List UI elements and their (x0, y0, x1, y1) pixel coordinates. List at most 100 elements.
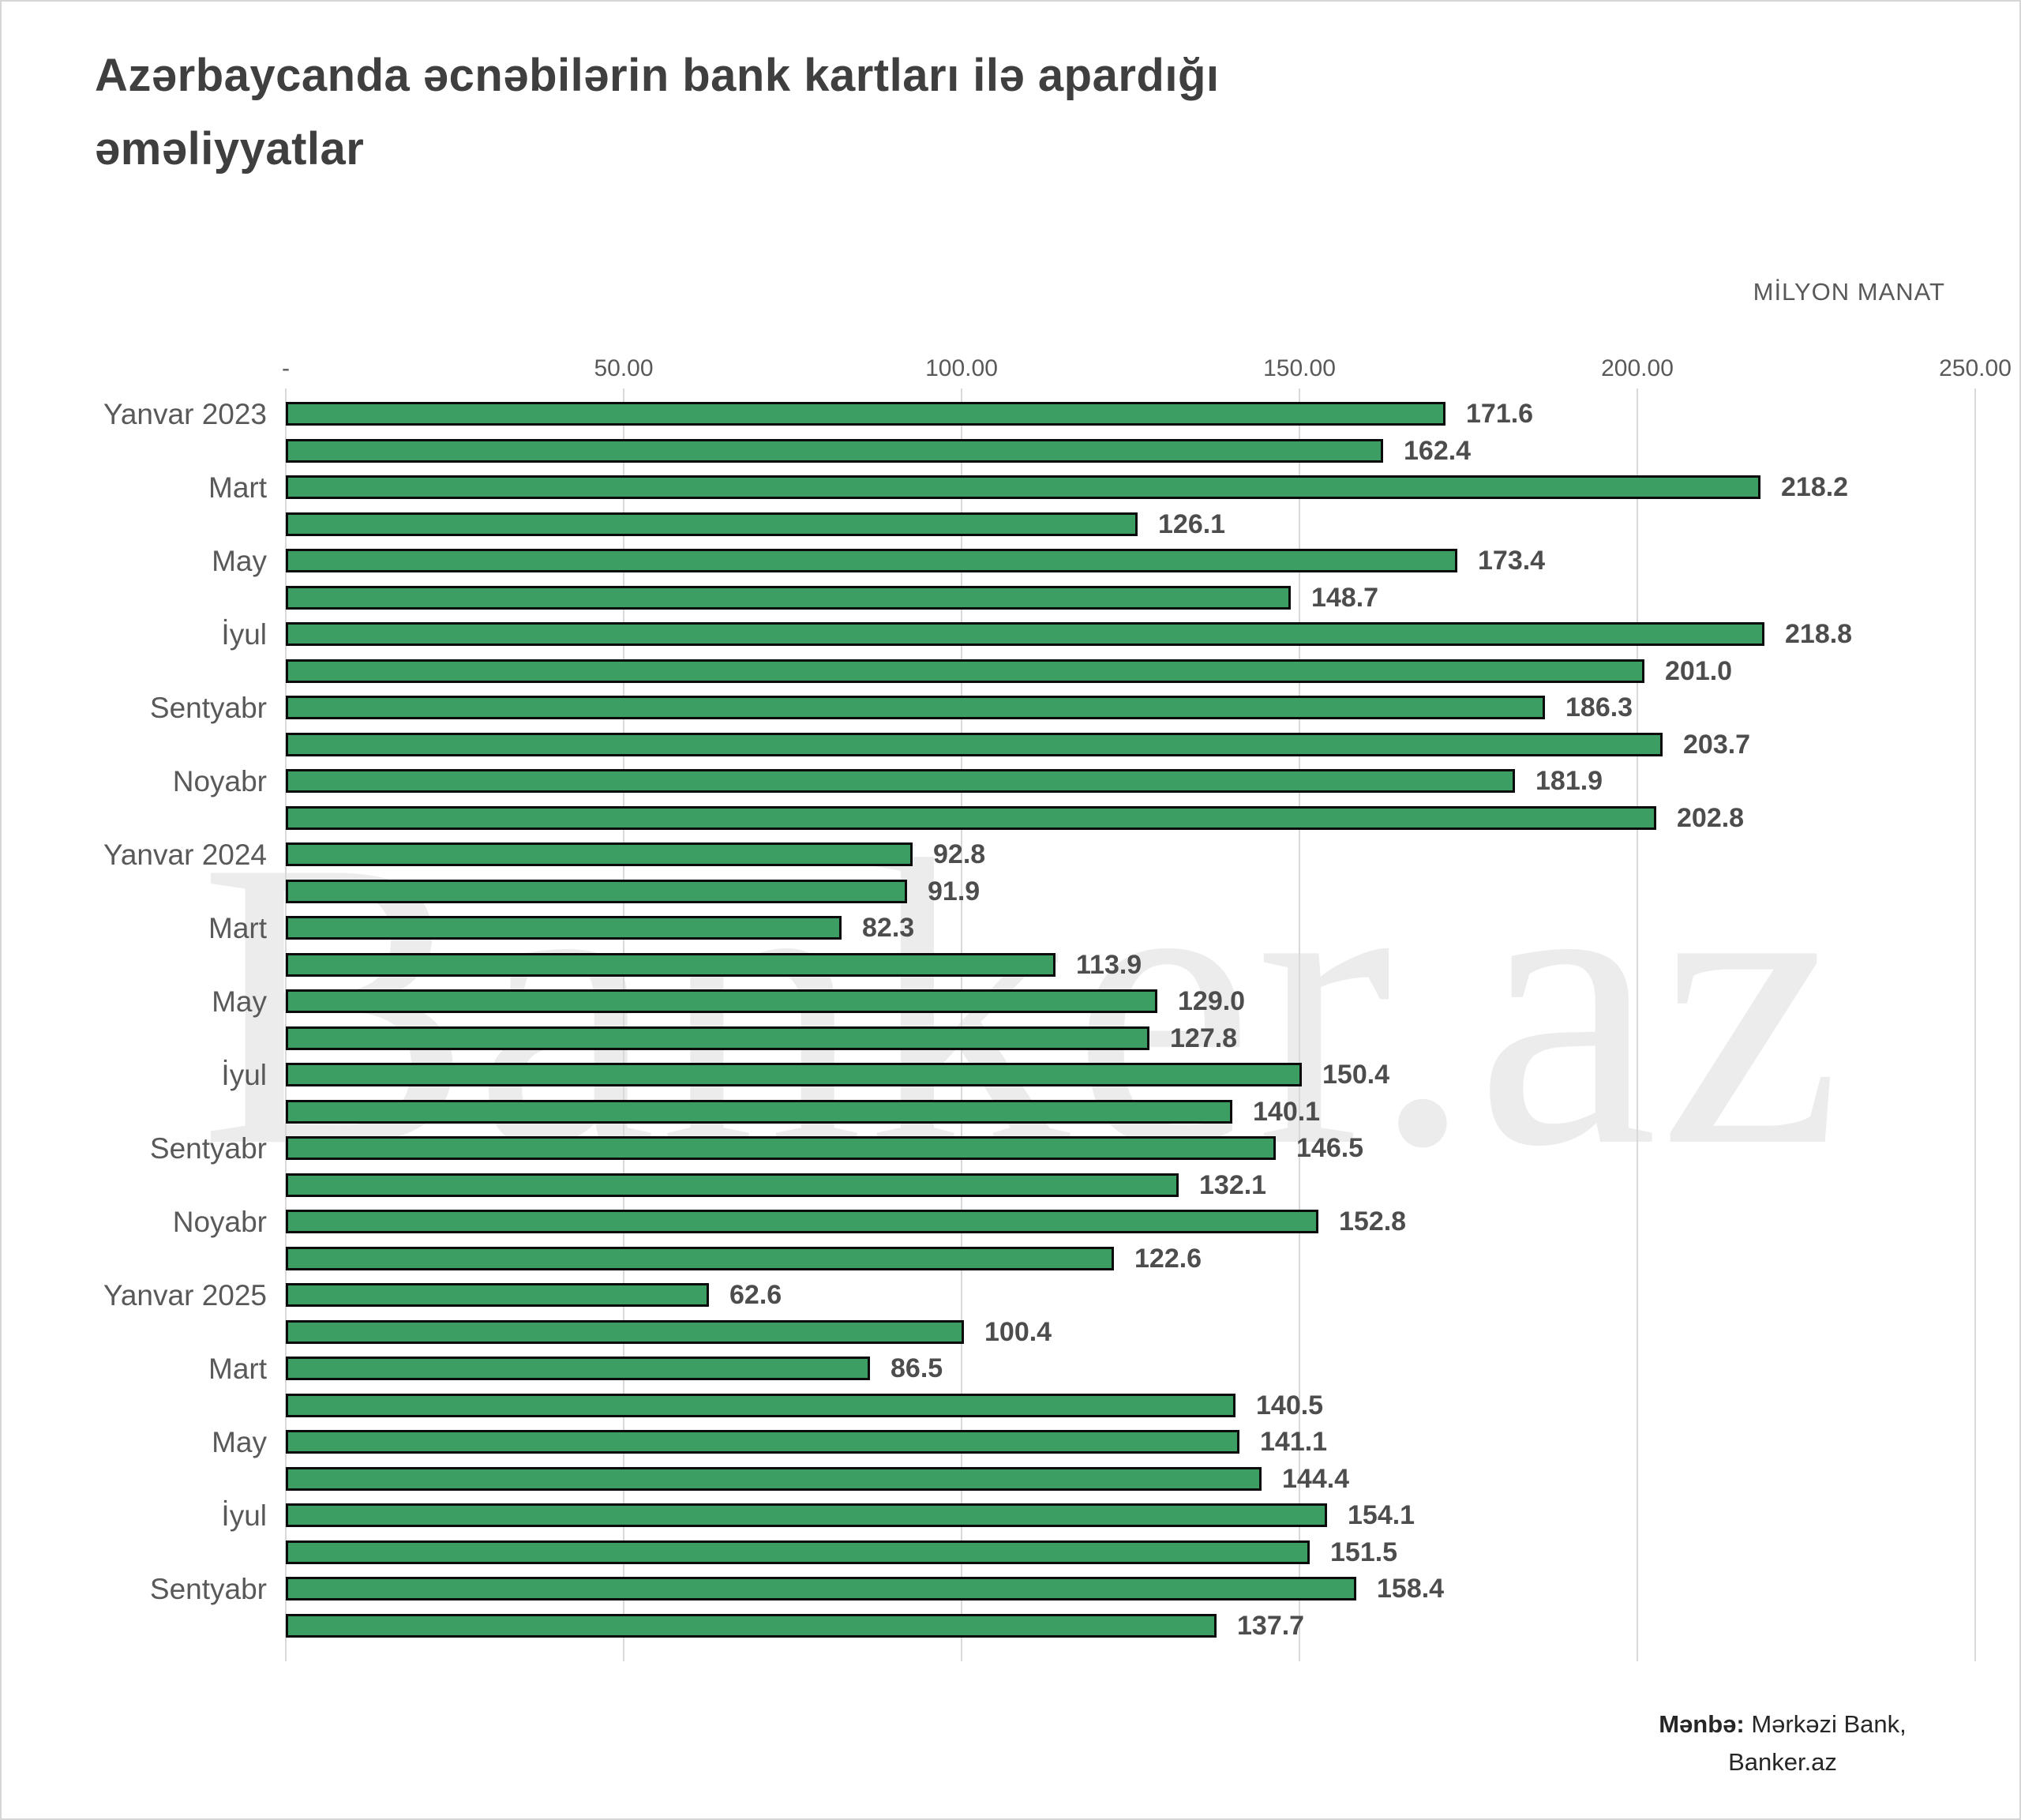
bar (286, 586, 1291, 610)
gridline (1637, 388, 1638, 1661)
bar (286, 1540, 1310, 1564)
value-label: 171.6 (1466, 399, 1534, 429)
bar-row: 140.1 (2, 1094, 2019, 1131)
value-label: 129.0 (1178, 986, 1246, 1016)
bar-row: Yanvar 2023 171.6 (2, 396, 2019, 433)
value-label: 202.8 (1677, 803, 1745, 833)
x-tick-label: 50.00 (594, 355, 654, 381)
value-label: 140.1 (1253, 1097, 1321, 1127)
bar-row: İyul 150.4 (2, 1056, 2019, 1094)
bar-row: Sentyabr 146.5 (2, 1130, 2019, 1167)
category-label: May (212, 1426, 267, 1458)
axis-unit-label: MİLYON MANAT (1753, 278, 1945, 306)
chart-title: Azərbaycanda əcnəbilərin bank kartları i… (95, 50, 1220, 174)
value-label: 113.9 (1076, 950, 1142, 980)
bar-row: İyul 154.1 (2, 1497, 2019, 1534)
bar (286, 1320, 964, 1344)
bar-row: Yanvar 2024 92.8 (2, 836, 2019, 873)
value-label: 62.6 (729, 1280, 782, 1310)
bar-row: 113.9 (2, 947, 2019, 984)
value-label: 141.1 (1260, 1427, 1328, 1457)
bar (286, 989, 1157, 1013)
bar-row: Yanvar 2025 62.6 (2, 1277, 2019, 1314)
value-label: 152.8 (1339, 1206, 1407, 1236)
bar-row: 137.7 (2, 1608, 2019, 1645)
bar (286, 1063, 1302, 1086)
value-label: 100.4 (984, 1317, 1052, 1347)
category-label: Mart (208, 471, 267, 504)
gridline (623, 388, 624, 1661)
bar (286, 475, 1760, 499)
category-label: May (212, 985, 267, 1018)
bar (286, 1136, 1276, 1160)
category-label: İyul (221, 1499, 267, 1532)
gridline (1974, 388, 1976, 1661)
bar (286, 880, 907, 903)
category-label: İyul (221, 618, 267, 651)
bar (286, 512, 1138, 536)
value-label: 126.1 (1158, 509, 1226, 539)
value-label: 162.4 (1404, 436, 1472, 466)
value-label: 201.0 (1665, 656, 1733, 686)
bar-row: 201.0 (2, 653, 2019, 690)
x-tick-label: 250.00 (1939, 355, 2012, 381)
bar-row: 151.5 (2, 1534, 2019, 1571)
gridline (961, 388, 962, 1661)
bar (286, 1173, 1179, 1197)
value-label: 146.5 (1296, 1133, 1364, 1163)
value-label: 127.8 (1170, 1023, 1238, 1053)
bar-row: 100.4 (2, 1314, 2019, 1351)
bar (286, 622, 1764, 646)
gridline-layer (285, 388, 1976, 1661)
category-label: May (212, 545, 267, 577)
bar (286, 1026, 1149, 1050)
bar-row: 203.7 (2, 726, 2019, 764)
category-label: Yanvar 2023 (103, 398, 267, 430)
value-label: 218.2 (1781, 472, 1849, 502)
bar-row: Noyabr 181.9 (2, 763, 2019, 800)
bar (286, 1210, 1318, 1233)
category-label: Sentyabr (149, 692, 267, 724)
bar-row: Noyabr 152.8 (2, 1203, 2019, 1240)
bar (286, 953, 1055, 977)
x-tick-label: 100.00 (925, 355, 998, 381)
value-label: 91.9 (928, 876, 981, 906)
value-label: 82.3 (862, 913, 915, 943)
value-label: 86.5 (891, 1353, 943, 1383)
category-label: İyul (221, 1059, 267, 1091)
value-label: 148.7 (1311, 583, 1379, 613)
bar-row: May 173.4 (2, 542, 2019, 580)
bar-row: İyul 218.8 (2, 616, 2019, 653)
bar-row: 202.8 (2, 800, 2019, 837)
bar-row: Sentyabr 158.4 (2, 1570, 2019, 1608)
value-label: 150.4 (1322, 1060, 1390, 1090)
bar (286, 842, 913, 866)
bar (286, 696, 1545, 719)
bar-row: May 141.1 (2, 1424, 2019, 1461)
value-label: 154.1 (1348, 1500, 1415, 1530)
bar-row: Sentyabr 186.3 (2, 689, 2019, 726)
bar-row: 91.9 (2, 873, 2019, 910)
x-tick-label: 150.00 (1263, 355, 1336, 381)
source-text-line2: Banker.az (1728, 1748, 1837, 1777)
bar-row: 132.1 (2, 1167, 2019, 1204)
value-label: 151.5 (1330, 1537, 1398, 1567)
category-label: Mart (208, 912, 267, 944)
gridline (1299, 388, 1300, 1661)
value-label: 92.8 (933, 839, 986, 869)
bar (286, 1503, 1327, 1527)
value-label: 144.4 (1282, 1464, 1350, 1494)
bar (286, 1394, 1235, 1417)
bar (286, 1467, 1262, 1491)
category-label: Noyabr (172, 765, 267, 797)
bar-row: 162.4 (2, 433, 2019, 470)
bar (286, 1100, 1232, 1124)
category-label: Sentyabr (149, 1573, 267, 1605)
bar (286, 806, 1656, 830)
bar-row: 126.1 (2, 506, 2019, 543)
category-label: Yanvar 2025 (103, 1279, 267, 1312)
value-label: 218.8 (1785, 619, 1853, 649)
value-label: 122.6 (1134, 1244, 1202, 1274)
value-label: 203.7 (1683, 730, 1751, 760)
